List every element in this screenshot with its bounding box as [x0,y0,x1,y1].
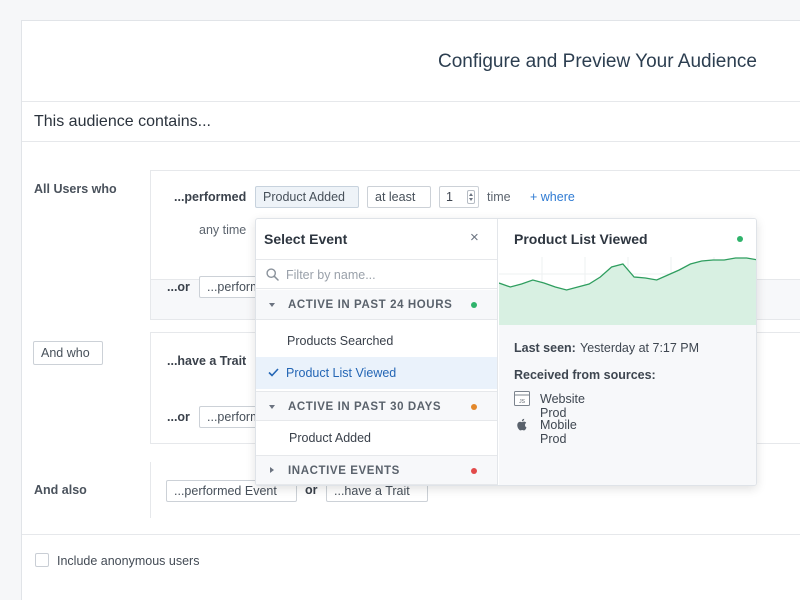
or-label-3: or [305,483,318,497]
search-input[interactable]: Filter by name... [286,268,376,282]
section-active-24h[interactable]: ACTIVE IN PAST 24 HOURS [256,290,497,320]
count-stepper[interactable]: 1 [439,186,479,208]
page-header: Configure and Preview Your Audience [22,21,800,102]
timeframe-label[interactable]: any time [199,223,247,237]
sources-label: Received from sources: [514,368,656,382]
status-dot-orange [471,404,477,410]
have-trait-label: ...have a Trait [167,354,247,368]
dropdown-title: Select Event [264,231,348,247]
and-also-label: And also [34,483,87,497]
or-label-2: ...or [167,410,190,424]
audience-subheader: This audience contains... [22,102,800,142]
status-dot-red [471,468,477,474]
and-who-button[interactable]: And who [33,341,103,365]
or-performed-event-button-1[interactable]: ...performed Event [199,276,259,298]
sparkline-line [499,257,756,291]
event-list-pane: Select Event × Filter by name... ACTIVE … [256,219,498,485]
javascript-icon: JS [514,391,530,406]
event-item-product-list-viewed[interactable]: Product List Viewed [256,357,497,389]
close-icon[interactable]: × [470,229,479,246]
activity-sparkline [499,257,756,325]
count-value: 1 [446,190,453,204]
stepper-arrows-icon[interactable] [467,190,475,204]
status-dot-green [471,302,477,308]
anonymous-users-checkbox[interactable] [35,553,49,567]
sparkline-area [499,258,756,325]
preview-header: Product List Viewed [499,219,756,325]
preview-status-dot [737,236,743,242]
chevron-right-icon [270,467,274,473]
time-label: time [487,190,511,204]
select-event-dropdown: Select Event × Filter by name... ACTIVE … [255,218,757,486]
page-title: Configure and Preview Your Audience [438,51,758,72]
event-item-product-added[interactable]: Product Added [289,431,372,445]
anonymous-users-label: Include anonymous users [57,554,200,568]
apple-icon [517,418,527,431]
check-icon [268,368,279,377]
or-performed-event-button-2[interactable]: ...performed Event [199,406,259,428]
options-bar: Include anonymous users [22,534,800,600]
all-users-label: All Users who [34,182,117,196]
svg-text:JS: JS [519,399,526,405]
performed-label: ...performed [174,190,247,204]
audience-contains-title: This audience contains... [34,113,211,130]
frequency-select[interactable]: at least [367,186,431,208]
section-label: INACTIVE EVENTS [288,465,400,477]
event-search[interactable]: Filter by name... [256,259,497,289]
preview-title: Product List Viewed [514,231,648,247]
section-label: ACTIVE IN PAST 30 DAYS [288,401,442,413]
section-active-30d[interactable]: ACTIVE IN PAST 30 DAYS [256,391,497,421]
section-inactive[interactable]: INACTIVE EVENTS [256,455,497,485]
event-item-products-searched[interactable]: Products Searched [287,334,394,348]
event-preview-pane: Product List Viewed Last seen: Yesterday… [499,219,756,485]
chevron-down-icon [269,405,275,409]
last-seen-value: Yesterday at 7:17 PM [580,341,700,355]
last-seen-label: Last seen: [514,341,576,355]
search-icon [266,268,279,281]
add-where-link[interactable]: + where [530,190,575,204]
event-select-button[interactable]: Product Added [255,186,359,208]
section-label: ACTIVE IN PAST 24 HOURS [288,299,453,311]
chevron-down-icon [269,303,275,307]
or-label-1: ...or [167,280,190,294]
